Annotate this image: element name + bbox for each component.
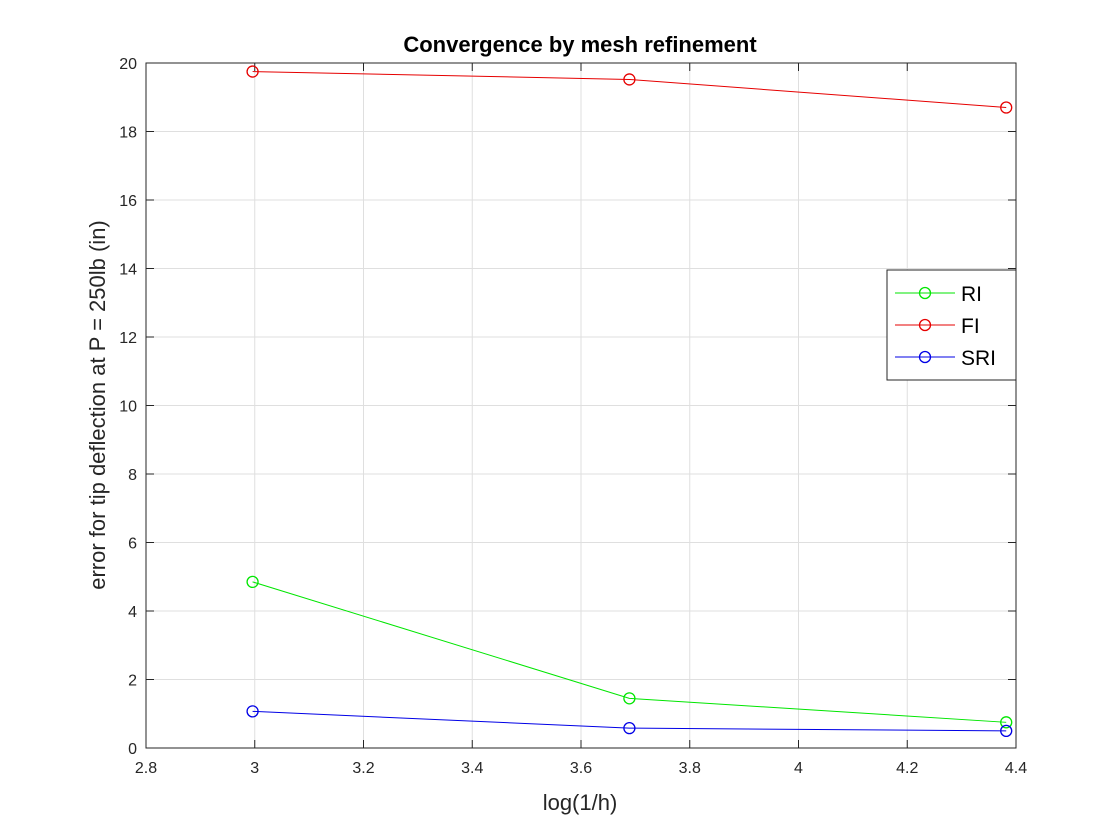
y-tick-label: 12: [119, 330, 137, 347]
legend-label-fi: FI: [961, 315, 980, 338]
y-tick-label: 0: [128, 741, 137, 758]
data-point-sri: [1000, 724, 1013, 738]
legend-marker-ri: [918, 286, 932, 300]
x-tick-label: 4.4: [1005, 760, 1027, 777]
x-tick-label: 3: [250, 760, 259, 777]
y-tick-label: 8: [128, 467, 137, 484]
x-tick-label: 4.2: [896, 760, 918, 777]
series-line-fi: [252, 71, 1007, 109]
data-point-ri: [623, 692, 636, 705]
y-tick-label: 20: [119, 56, 137, 73]
x-tick-label: 2.8: [135, 760, 157, 777]
data-point-ri: [1000, 716, 1013, 729]
data-point-fi: [623, 73, 636, 86]
x-tick-label: 3.6: [570, 760, 592, 777]
y-tick-label: 14: [119, 262, 137, 279]
y-tick-label: 18: [119, 125, 137, 142]
data-point-fi: [1000, 101, 1013, 114]
data-point-fi: [246, 65, 259, 78]
y-tick-label: 2: [128, 673, 137, 690]
y-axis-label: error for tip deflection at P = 250lb (i…: [85, 220, 110, 590]
x-tick-label: 4: [794, 760, 803, 777]
data-point-sri: [623, 721, 636, 735]
series-line-sri: [252, 710, 1007, 732]
data-point-sri: [246, 705, 259, 718]
x-tick-label: 3.8: [679, 760, 701, 777]
plot-area: 2.8 3 3.2 3.4 3.6 3.8 4 4.2 4.4 0 2 4 6 8 10 12 14 16 18 20: [119, 56, 1027, 777]
x-axis-label: log(1/h): [543, 790, 618, 815]
y-tick-label: 6: [128, 536, 137, 553]
data-point-ri: [246, 575, 259, 589]
x-tick-label: 3.4: [461, 760, 483, 777]
y-tick-label: 4: [128, 604, 137, 621]
legend: RI FI SRI: [886, 269, 1017, 381]
legend-marker-sri: [918, 350, 932, 364]
legend-label-ri: RI: [961, 283, 982, 306]
x-tick-label: 3.2: [352, 760, 374, 777]
series-line-ri: [252, 581, 1007, 723]
legend-label-sri: SRI: [961, 347, 996, 370]
y-tick-label: 16: [119, 193, 137, 210]
legend-marker-fi: [918, 318, 932, 332]
y-tick-label: 10: [119, 399, 137, 416]
chart-title: Convergence by mesh refinement: [403, 32, 757, 57]
